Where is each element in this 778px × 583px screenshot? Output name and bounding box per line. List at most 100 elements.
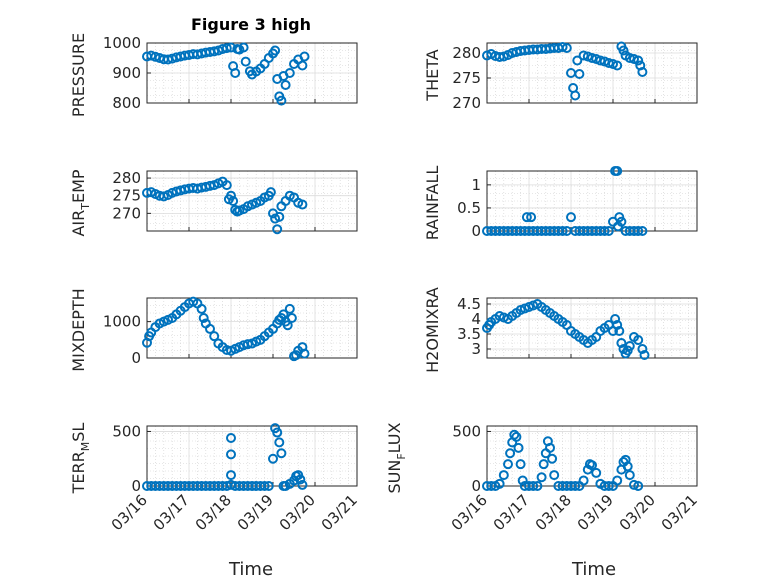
data-point — [515, 459, 526, 470]
data-point — [221, 180, 232, 191]
data-point — [633, 226, 644, 236]
y-tick-label: 275 — [452, 69, 481, 87]
data-point — [276, 95, 287, 106]
y-tick-label: 0.5 — [457, 199, 481, 217]
ylabel-h2omixra: H2OMIXRA — [423, 287, 442, 373]
data-point — [517, 475, 528, 486]
data-point — [570, 481, 581, 491]
data-point — [595, 55, 606, 66]
data-point — [280, 80, 291, 90]
y-tick-label: 1 — [471, 176, 481, 194]
data-point — [521, 212, 532, 223]
y-tick-label: 0 — [131, 477, 141, 495]
data-point — [297, 479, 308, 490]
theta-axes: 270 275 280 — [452, 41, 698, 112]
data-point — [591, 467, 602, 478]
ylabel-terr-sub: M — [79, 442, 92, 452]
y-tick-label: 270 — [112, 204, 141, 222]
ylabel-terr-main: TERR — [69, 451, 88, 494]
xlabel-left: Time — [228, 559, 273, 580]
ylabel-sun-main: SUN — [385, 460, 404, 494]
x-tick-label: 03/16 — [108, 491, 151, 534]
ylabel-air-temp-rest: EMP — [69, 169, 88, 203]
x-tick-label: 03/20 — [276, 491, 319, 534]
data-point — [146, 50, 157, 61]
data-point — [532, 481, 543, 491]
data-point — [196, 303, 207, 314]
data-point — [603, 226, 614, 236]
ylabel-air-temp-main: AIR — [69, 210, 88, 237]
data-point — [536, 472, 547, 483]
x-tick-label: 03/17 — [490, 491, 533, 534]
data-point — [226, 449, 236, 460]
y-tick-label: 280 — [112, 169, 141, 187]
data-point — [616, 338, 627, 348]
axes-frame — [146, 297, 358, 359]
ylabel-air-temp: AIRTEMP — [69, 169, 92, 236]
data-point — [209, 331, 220, 342]
y-tick-label: 0 — [131, 349, 141, 367]
ylabel-mixdepth: MIXDEPTH — [69, 288, 88, 371]
axes-frame — [146, 170, 358, 232]
ylabel-pressure: PRESSURE — [69, 33, 88, 117]
y-tick-label: 500 — [452, 422, 481, 440]
data-point — [276, 448, 287, 459]
x-tick-label: 03/21 — [318, 491, 361, 534]
figure-title: Figure 3 high — [191, 15, 311, 34]
data-point — [637, 67, 648, 77]
data-point — [561, 43, 572, 53]
x-tick-label: 03/20 — [616, 491, 659, 534]
axes-frame — [486, 425, 698, 487]
data-point — [150, 51, 161, 62]
data-point — [286, 313, 297, 323]
x-tick-label: 03/17 — [150, 491, 193, 534]
data-point — [614, 326, 625, 336]
mixdepth-axes: 0 1000 — [103, 296, 358, 367]
ylabel-terr-rest: SL — [69, 423, 88, 442]
data-point — [538, 459, 549, 470]
data-point — [528, 481, 539, 491]
data-point — [209, 46, 220, 57]
data-point — [587, 460, 597, 471]
axes-frame — [486, 42, 698, 104]
data-point — [547, 453, 558, 464]
data-point — [268, 453, 278, 464]
data-point — [633, 335, 644, 345]
data-point — [633, 55, 644, 66]
data-point — [612, 166, 623, 176]
data-point — [299, 348, 310, 359]
x-tick-label: 03/19 — [574, 491, 617, 534]
data-point — [284, 68, 295, 78]
ylabel-sun-rest: LUX — [385, 422, 404, 453]
data-point — [587, 53, 597, 63]
x-tick-label: 03/19 — [234, 491, 277, 534]
data-point — [297, 199, 308, 210]
data-point — [299, 51, 310, 62]
data-point — [274, 211, 285, 222]
h2omixra-axes: 33.544.5 — [457, 295, 698, 360]
data-point — [639, 350, 650, 360]
data-point — [624, 470, 635, 481]
data-point — [240, 56, 251, 67]
data-point — [578, 50, 589, 61]
data-point — [282, 320, 293, 331]
data-point — [205, 323, 215, 334]
y-tick-label: 1000 — [103, 34, 141, 52]
y-tick-label: 4 — [471, 310, 481, 328]
data-point — [578, 475, 589, 486]
data-point — [557, 226, 568, 236]
data-point — [616, 216, 627, 227]
data-point — [242, 339, 253, 350]
data-point — [295, 474, 306, 485]
data-point — [259, 481, 270, 491]
data-point — [265, 187, 276, 198]
data-point — [526, 212, 537, 223]
data-point — [238, 42, 249, 53]
data-point — [270, 45, 281, 56]
data-point — [198, 313, 209, 323]
data-point — [263, 481, 274, 491]
x-tick-label: 03/18 — [532, 491, 575, 534]
data-point — [272, 427, 283, 438]
data-point — [599, 226, 610, 236]
